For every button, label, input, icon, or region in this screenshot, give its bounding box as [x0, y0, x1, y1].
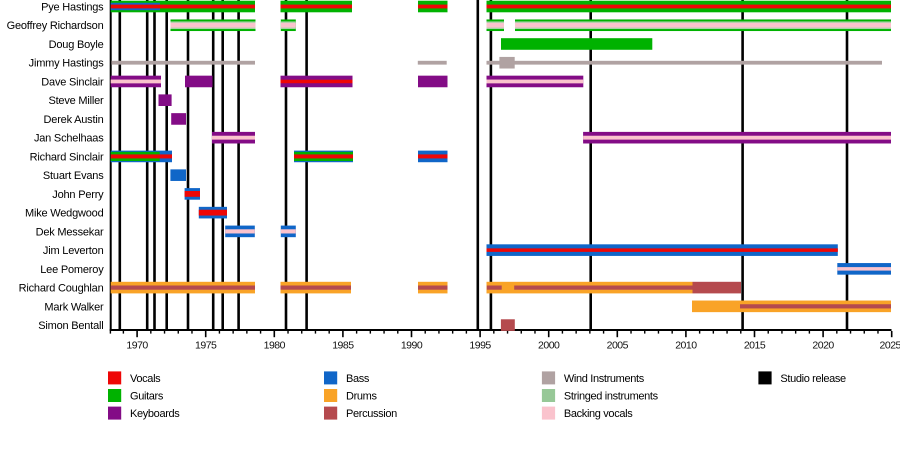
svg-text:Stringed instruments: Stringed instruments [564, 391, 659, 403]
svg-text:Bass: Bass [346, 373, 370, 385]
svg-text:Jim Leverton: Jim Leverton [43, 245, 104, 257]
svg-text:Drums: Drums [346, 391, 377, 403]
svg-text:Jimmy Hastings: Jimmy Hastings [29, 58, 105, 70]
svg-text:1980: 1980 [264, 340, 286, 352]
svg-text:Geoffrey Richardson: Geoffrey Richardson [7, 20, 104, 32]
svg-text:Steve Miller: Steve Miller [48, 95, 104, 107]
svg-text:Dave Sinclair: Dave Sinclair [41, 76, 104, 88]
svg-text:1970: 1970 [126, 340, 148, 352]
svg-text:Simon Bentall: Simon Bentall [38, 320, 103, 332]
svg-text:Guitars: Guitars [130, 391, 164, 403]
svg-text:1995: 1995 [469, 340, 491, 352]
svg-text:2025: 2025 [880, 340, 900, 352]
svg-text:Doug Boyle: Doug Boyle [49, 39, 104, 51]
svg-text:2010: 2010 [675, 340, 697, 352]
svg-text:Vocals: Vocals [130, 373, 161, 385]
svg-text:Studio release: Studio release [780, 373, 846, 385]
svg-text:Lee Pomeroy: Lee Pomeroy [40, 264, 104, 276]
svg-text:Keyboards: Keyboards [130, 408, 180, 420]
svg-text:1990: 1990 [401, 340, 423, 352]
svg-text:1975: 1975 [195, 340, 217, 352]
svg-text:John Perry: John Perry [52, 189, 104, 201]
svg-text:Jan Schelhaas: Jan Schelhaas [34, 133, 104, 145]
svg-text:Mark Walker: Mark Walker [44, 301, 104, 313]
svg-text:2005: 2005 [607, 340, 629, 352]
svg-text:2000: 2000 [538, 340, 560, 352]
svg-text:Pye Hastings: Pye Hastings [41, 2, 104, 14]
svg-text:Richard Coughlan: Richard Coughlan [19, 283, 104, 295]
svg-text:Dek Messekar: Dek Messekar [36, 226, 104, 238]
svg-text:2020: 2020 [812, 340, 834, 352]
svg-text:Richard Sinclair: Richard Sinclair [30, 151, 104, 163]
svg-text:Wind Instruments: Wind Instruments [564, 373, 645, 385]
svg-text:Stuart Evans: Stuart Evans [43, 170, 104, 182]
svg-text:Mike Wedgwood: Mike Wedgwood [25, 208, 104, 220]
svg-text:Backing vocals: Backing vocals [564, 408, 633, 420]
svg-text:2015: 2015 [744, 340, 766, 352]
svg-text:Percussion: Percussion [346, 408, 397, 420]
svg-text:1985: 1985 [332, 340, 354, 352]
svg-text:Derek Austin: Derek Austin [44, 114, 104, 126]
